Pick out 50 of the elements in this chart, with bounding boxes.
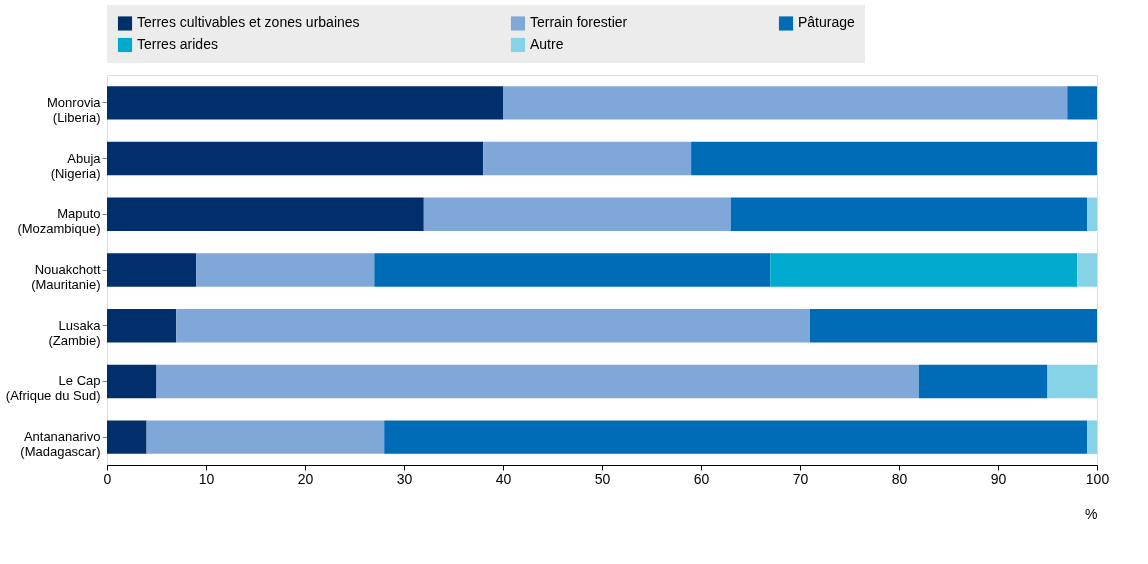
bar [107,141,484,176]
bar [1077,253,1097,287]
bar [146,420,385,454]
bar [107,253,197,287]
x-tick-label: 80 [891,470,908,487]
bar [107,86,503,120]
legend-label: Terrain forestier [530,14,628,31]
bar [1087,420,1097,454]
y-tick-label: Monrovia (Liberia) [47,94,102,125]
x-tick-label: 70 [792,470,809,487]
x-tick-label: 20 [297,470,314,487]
bar [809,309,1097,343]
x-axis-title: % [1085,505,1098,522]
bar [107,364,157,399]
legend-label: Terres arides [137,36,218,52]
x-tick-label: 10 [198,470,215,487]
bar [503,86,1068,120]
bar [918,364,1048,399]
bar [156,364,919,399]
bar [107,197,424,231]
bar [691,141,1097,176]
bar [423,197,731,231]
x-tick-label: 50 [594,470,611,487]
legend-label: Terres cultivables et zones urbaines [137,14,360,31]
y-tick-label: Nouakchott (Mauritanie) [31,262,101,292]
y-tick-label: Maputo (Mozambique) [17,206,101,237]
x-tick-label: 30 [396,470,413,487]
y-tick-label: Antananarivo (Madagascar) [20,429,101,460]
bar [1067,86,1097,120]
bar [196,253,375,287]
y-tick-label: Lusaka (Zambie) [48,317,102,348]
bar [1047,364,1097,399]
x-tick-label: 40 [495,470,512,487]
bar [770,253,1078,287]
y-tick-label: Abuja (Nigeria) [50,150,102,181]
x-tick-label: 90 [990,470,1007,487]
bar [107,420,147,454]
bar [384,420,1088,454]
bar [1087,197,1097,231]
x-tick-label: 60 [693,470,710,487]
legend-label: Pâturage [798,14,856,31]
legend-label: Autre [530,36,564,52]
x-tick-label: 100 [1085,470,1110,487]
y-tick-label: Le Cap (Afrique du Sud) [5,373,101,404]
bar [374,253,771,287]
bar [107,309,177,343]
bar [176,309,810,343]
bar [730,197,1088,231]
bar [483,141,692,176]
x-tick-label: 0 [103,470,112,487]
